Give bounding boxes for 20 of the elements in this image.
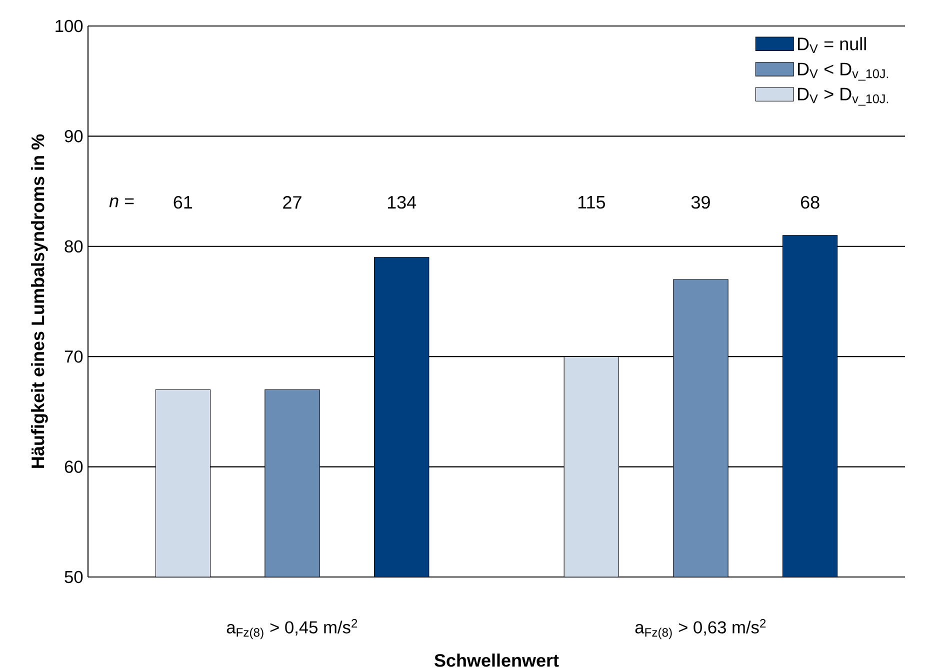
y-tick-label: 60: [64, 460, 83, 473]
legend-label: D$_{V}$ = null: [798, 37, 866, 54]
annotation: 115: [578, 196, 606, 209]
y-tick-label: 70: [64, 350, 83, 363]
annotation: 68: [800, 196, 820, 209]
annotation: 134: [388, 196, 416, 209]
legend-label: D$_{V}$ > D$_{v_10J.}$: [798, 88, 888, 106]
y-tick-label: 80: [64, 240, 83, 253]
annotation: n =: [109, 197, 134, 208]
legend-label: D$_{V}$ < D$_{v_10J.}$: [798, 62, 888, 81]
y-axis-title: Häufigkeit eines Lumbalsyndroms in %: [31, 134, 48, 468]
y-tick-label: 50: [64, 570, 83, 584]
x-axis-title: Schwellenwert: [434, 654, 559, 667]
annotation: 39: [691, 196, 710, 209]
x-tick-label: a$_{Fz(8)}$ > 0,45 m/s$^{2}$: [226, 619, 358, 640]
y-tick-label: 90: [64, 130, 83, 142]
annotation: 61: [174, 196, 192, 209]
y-tick-label: 100: [56, 20, 83, 32]
annotation: 27: [283, 196, 302, 209]
x-tick-label: a$_{Fz(8)}$ > 0,63 m/s$^{2}$: [635, 619, 766, 640]
